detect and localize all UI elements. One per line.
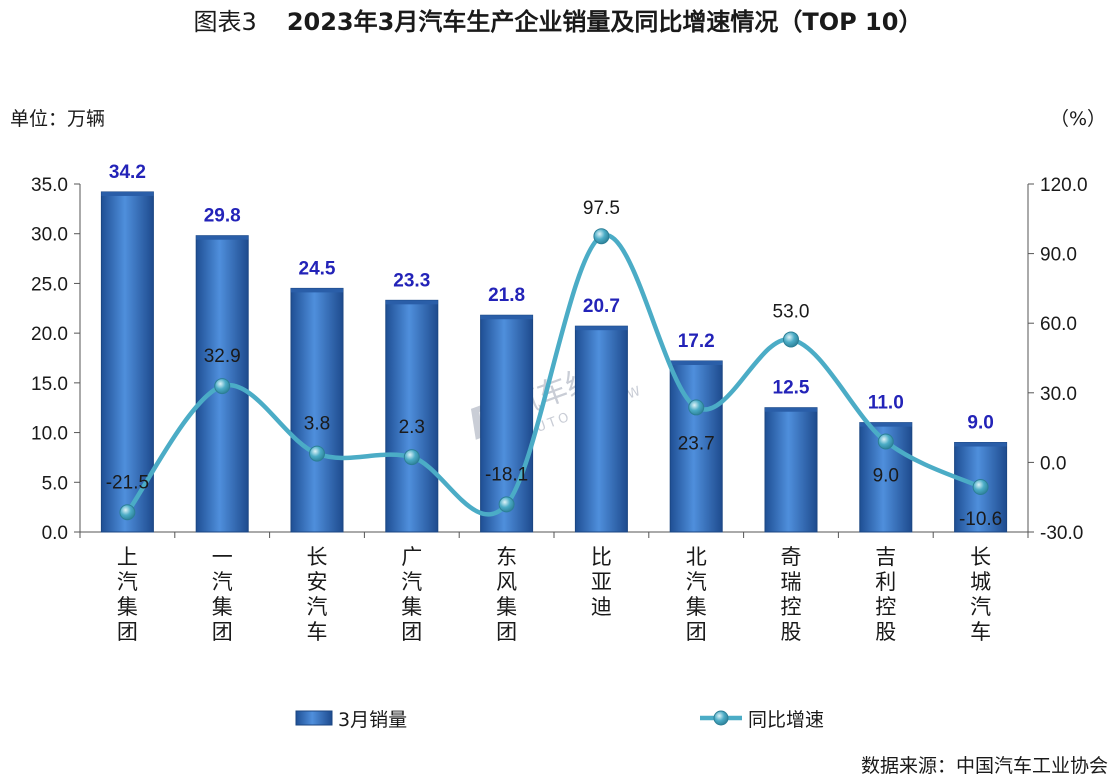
- growth-value-label: -18.1: [485, 464, 528, 485]
- right-tick-label: 120.0: [1040, 175, 1088, 196]
- left-axis-unit: 单位：万辆: [10, 108, 106, 130]
- left-tick-label: 30.0: [31, 225, 68, 246]
- chart-title-block: 图表3 2023年3月汽车生产企业销量及同比增速情况（TOP 10）: [0, 6, 1116, 38]
- bar-top-cap: [385, 300, 438, 305]
- bar: [290, 287, 344, 533]
- growth-point: [119, 504, 136, 521]
- bar-value-label: 20.7: [583, 296, 620, 317]
- left-tick-label: 35.0: [31, 175, 68, 196]
- bar-value-label: 34.2: [109, 162, 146, 183]
- line-series: [119, 228, 989, 521]
- bar-value-label: 9.0: [967, 413, 993, 434]
- bar: [764, 407, 818, 533]
- bar-top-cap: [291, 288, 343, 293]
- growth-point: [403, 449, 420, 466]
- bar-top-cap: [859, 422, 912, 427]
- growth-point: [593, 228, 610, 245]
- category-label: 一汽集团: [212, 545, 233, 644]
- growth-value-label: 2.3: [399, 417, 425, 438]
- bar-top-cap: [196, 235, 249, 240]
- growth-point: [877, 433, 894, 450]
- category-label: 长安汽车: [307, 545, 328, 644]
- data-labels: 34.2 29.8 24.5 23.3 21.8 20.7 17.2 12.5 11.0 9.0 -…: [106, 162, 1003, 530]
- growth-point: [498, 496, 515, 513]
- growth-value-label: 53.0: [773, 301, 810, 322]
- category-label: 吉利控股: [875, 545, 896, 644]
- bar-top-cap: [101, 191, 154, 196]
- left-tick-label: 20.0: [31, 324, 68, 345]
- category-label: 比亚迪: [591, 545, 612, 619]
- category-label: 奇瑞控股: [781, 545, 802, 644]
- category-label: 北汽集团: [686, 545, 707, 644]
- legend: 3月销量 同比增速: [295, 709, 824, 731]
- bar: [480, 314, 534, 533]
- bar-value-label: 17.2: [678, 331, 715, 352]
- chart-title: 2023年3月汽车生产企业销量及同比增速情况（TOP 10）: [286, 8, 923, 36]
- growth-line: [125, 233, 983, 517]
- legend-bar-swatch: [295, 710, 333, 726]
- bar-top-cap: [954, 442, 1007, 447]
- category-label: 上汽集团: [117, 545, 138, 644]
- growth-value-label: -21.5: [106, 472, 149, 493]
- legend-line-label: 同比增速: [748, 709, 824, 731]
- bar: [669, 360, 723, 533]
- growth-point: [783, 331, 799, 348]
- bar-value-label: 29.8: [204, 206, 241, 227]
- category-label: 长城汽车: [970, 545, 991, 644]
- legend-bar-label: 3月销量: [338, 709, 407, 731]
- category-label: 东风集团: [496, 545, 517, 644]
- bar: [100, 191, 154, 533]
- bar-series: [100, 191, 1008, 533]
- right-tick-label: 0.0: [1040, 453, 1066, 474]
- bar-top-cap: [575, 326, 628, 331]
- growth-point: [214, 378, 231, 395]
- bar-value-label: 21.8: [488, 285, 525, 306]
- left-tick-label: 0.0: [42, 523, 68, 544]
- left-tick-label: 25.0: [31, 274, 68, 295]
- bar-value-label: 12.5: [773, 378, 810, 399]
- right-tick-label: 90.0: [1040, 245, 1077, 266]
- right-tick-label: -30.0: [1040, 523, 1083, 544]
- bar-value-label: 24.5: [299, 258, 336, 279]
- bar-value-label: 11.0: [868, 393, 904, 414]
- growth-point: [309, 445, 325, 462]
- left-tick-label: 10.0: [31, 424, 68, 445]
- growth-value-label: 32.9: [204, 346, 241, 367]
- growth-point: [972, 478, 989, 495]
- data-source: 数据来源：中国汽车工业协会: [860, 755, 1108, 777]
- figure-label: 图表3: [193, 8, 257, 36]
- bar-top-cap: [765, 407, 817, 412]
- category-label: 广汽集团: [401, 545, 422, 644]
- growth-value-label: 3.8: [304, 414, 330, 435]
- right-tick-label: 30.0: [1040, 384, 1077, 405]
- growth-value-label: -10.6: [959, 509, 1002, 530]
- right-tick-label: 60.0: [1040, 314, 1077, 335]
- bar-top-cap: [670, 360, 723, 365]
- growth-value-label: 9.0: [873, 466, 899, 487]
- growth-value-label: 97.5: [583, 198, 620, 219]
- right-axis-unit: （%）: [1049, 108, 1106, 130]
- growth-point: [688, 399, 705, 416]
- axes: 0.0 5.0 10.0 15.0 20.0 25.0 30.0 35.0 -30.0 0.0 30…: [31, 175, 1088, 644]
- bar-value-label: 23.3: [393, 270, 430, 291]
- bar: [574, 325, 628, 533]
- bar-top-cap: [480, 315, 533, 320]
- left-tick-label: 15.0: [31, 374, 68, 395]
- legend-line-marker: [713, 710, 729, 726]
- growth-value-label: 23.7: [678, 433, 715, 454]
- left-tick-label: 5.0: [42, 473, 68, 494]
